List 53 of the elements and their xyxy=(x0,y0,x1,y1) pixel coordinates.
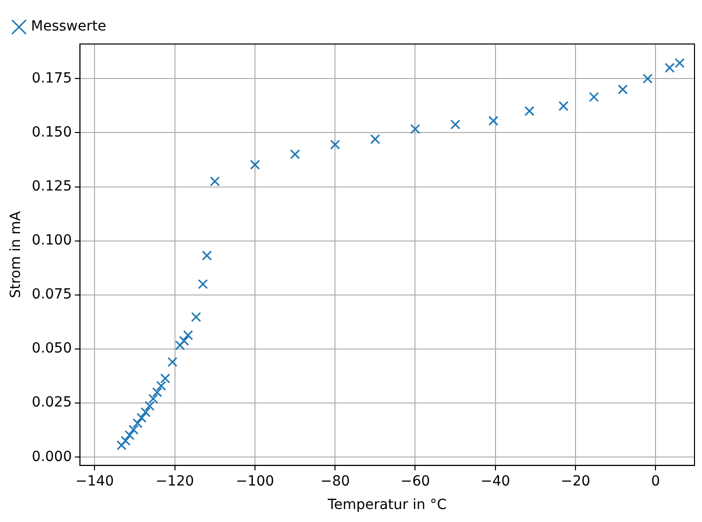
y-tick-label: 0.100 xyxy=(32,232,72,248)
y-tick-label: 0.125 xyxy=(32,178,72,194)
y-axis-title: Strom in mA xyxy=(8,210,24,298)
x-tick-label: −120 xyxy=(156,473,194,490)
point xyxy=(120,436,131,446)
point xyxy=(116,440,127,450)
x-tick-label: −40 xyxy=(480,473,510,490)
x-tick-label: −80 xyxy=(320,473,350,490)
y-tick-label: 0.025 xyxy=(32,394,72,411)
point xyxy=(132,418,143,428)
point xyxy=(144,400,155,411)
point xyxy=(450,119,460,130)
x-tick-label: 0 xyxy=(651,473,660,490)
point xyxy=(148,394,158,404)
y-tick-label: 0.050 xyxy=(32,340,72,357)
point xyxy=(136,412,147,423)
point xyxy=(370,134,380,144)
point xyxy=(674,58,685,68)
x-tick-label: −140 xyxy=(75,473,114,490)
point xyxy=(167,357,178,367)
point xyxy=(330,140,340,150)
point xyxy=(524,106,534,116)
point xyxy=(618,84,628,94)
x-tick-label: −100 xyxy=(236,473,274,490)
point xyxy=(124,430,135,440)
point xyxy=(664,62,675,73)
point xyxy=(642,74,653,84)
point xyxy=(160,373,170,384)
y-tick-label: 0.000 xyxy=(32,448,72,465)
point xyxy=(152,387,162,398)
point xyxy=(290,149,300,160)
point xyxy=(250,160,260,170)
y-tick-label: 0.075 xyxy=(32,286,72,303)
point xyxy=(210,176,220,186)
point xyxy=(175,340,186,350)
point xyxy=(128,424,139,435)
point xyxy=(183,330,194,340)
point xyxy=(140,407,151,418)
y-tick-label: 0.175 xyxy=(32,70,72,86)
point xyxy=(488,116,498,126)
point xyxy=(588,92,599,102)
point xyxy=(410,124,420,134)
point xyxy=(156,380,166,391)
point xyxy=(191,312,202,322)
legend-label: Messwerte xyxy=(31,18,106,35)
x-tick-label: −20 xyxy=(560,473,590,490)
y-tick-label: 0.150 xyxy=(32,124,72,140)
x-tick-label: −60 xyxy=(400,473,430,490)
point xyxy=(198,279,208,290)
point xyxy=(558,101,568,112)
point xyxy=(202,250,212,261)
point xyxy=(179,336,190,346)
x-axis-title: Temperatur in °C xyxy=(326,497,447,514)
